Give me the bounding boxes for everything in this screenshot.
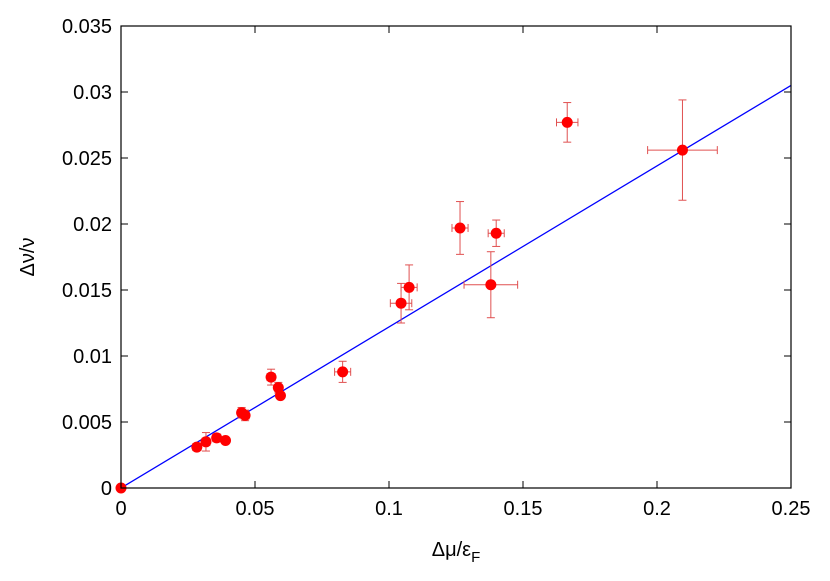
x-tick-label: 0 [115,498,126,520]
data-point [337,366,349,378]
y-tick-label: 0.01 [73,346,112,368]
data-point [211,432,223,444]
x-axis-label-subscript: F [471,549,480,566]
x-axis-label-main: Δμ/ε [432,539,471,561]
data-point-layer [115,116,688,494]
errorbar-layer [192,99,718,452]
data-point [220,434,232,446]
x-tick-label: 0.25 [772,498,811,520]
y-tick-label: 0.025 [62,148,112,170]
x-tick-labels: 0 0.05 0.1 0.15 0.2 0.25 [115,498,810,520]
x-tick-label: 0.15 [504,498,543,520]
tick-mark-layer [120,25,792,489]
y-tick-labels: 0 0.005 0.01 0.015 0.02 0.025 0.03 0.035 [62,16,112,500]
data-point [265,371,277,383]
data-point [454,222,466,234]
data-point [676,144,688,156]
y-tick-label: 0.035 [62,16,112,38]
y-tick-label: 0.02 [73,214,112,236]
x-axis-label: Δμ/εF [432,539,481,566]
data-point [403,281,415,293]
data-point [490,227,502,239]
data-point [200,436,212,448]
y-axis-label: Δν/ν [17,238,39,277]
plot-frame [120,25,792,489]
data-point [561,116,573,128]
y-tick-label: 0.03 [73,82,112,104]
data-point [191,441,203,453]
data-point [485,279,497,291]
x-tick-label: 0.1 [375,498,403,520]
data-point [395,297,407,309]
y-tick-label: 0.005 [62,412,112,434]
x-tick-label: 0.05 [236,498,275,520]
y-tick-label: 0.015 [62,280,112,302]
y-tick-label: 0 [101,478,112,500]
data-point [239,409,251,421]
fit-line [120,84,792,489]
data-point [274,390,286,402]
x-tick-label: 0.2 [643,498,671,520]
fit-line-layer [120,84,792,489]
